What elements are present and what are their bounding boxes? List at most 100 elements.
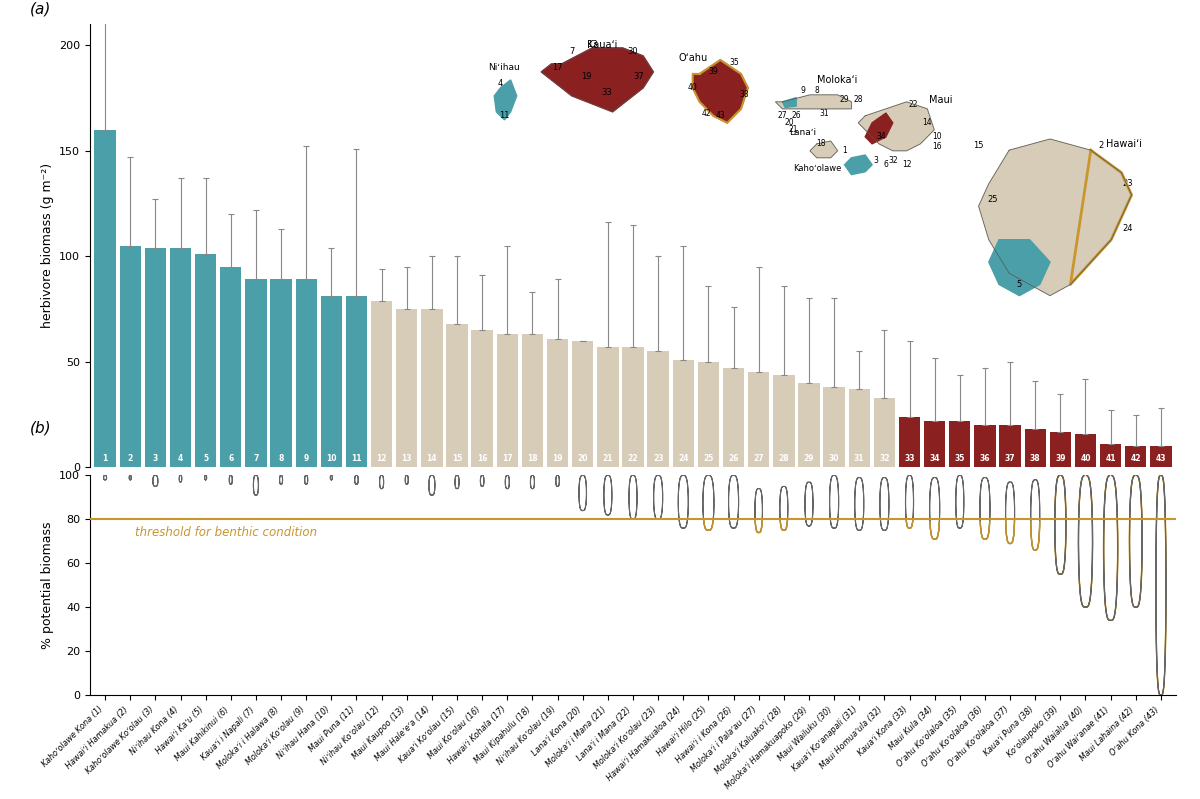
Polygon shape	[280, 475, 282, 484]
Text: Lanaʻi: Lanaʻi	[790, 128, 817, 137]
Text: Molokaʻi: Molokaʻi	[817, 75, 858, 85]
Polygon shape	[955, 475, 964, 528]
Text: 32: 32	[880, 454, 889, 463]
Text: 27: 27	[778, 111, 787, 121]
Polygon shape	[480, 475, 484, 487]
Polygon shape	[703, 475, 714, 531]
Polygon shape	[530, 475, 534, 488]
Bar	[672, 360, 694, 467]
Bar	[170, 248, 191, 467]
Text: Hawaiʻi: Hawaiʻi	[1106, 139, 1142, 149]
Polygon shape	[780, 520, 787, 531]
Text: 42: 42	[702, 109, 712, 117]
Bar	[472, 330, 493, 467]
Text: 15: 15	[973, 141, 984, 150]
Polygon shape	[979, 139, 1132, 296]
Bar	[623, 347, 643, 467]
Polygon shape	[930, 478, 940, 539]
Polygon shape	[1006, 520, 1014, 543]
Bar	[371, 300, 392, 467]
Text: 42: 42	[1130, 454, 1141, 463]
Polygon shape	[782, 97, 797, 107]
Polygon shape	[406, 475, 408, 484]
Text: 37: 37	[1004, 454, 1015, 463]
Text: (a): (a)	[30, 2, 52, 17]
Text: 29: 29	[840, 94, 850, 104]
Bar	[697, 362, 719, 467]
Text: 38: 38	[1030, 454, 1040, 463]
Polygon shape	[1104, 475, 1117, 620]
Bar	[924, 421, 946, 467]
Text: 22: 22	[908, 100, 918, 109]
Polygon shape	[829, 475, 839, 528]
Text: 5: 5	[203, 454, 209, 463]
Text: 4: 4	[498, 78, 503, 88]
Bar	[823, 388, 845, 467]
Polygon shape	[1031, 521, 1039, 550]
Polygon shape	[1006, 482, 1015, 543]
Text: 4: 4	[178, 454, 184, 463]
Text: 7: 7	[253, 454, 259, 463]
Text: 1: 1	[842, 146, 847, 155]
Text: 31: 31	[818, 109, 829, 117]
Polygon shape	[880, 478, 889, 531]
Text: 19: 19	[581, 72, 592, 81]
Bar	[320, 296, 342, 467]
Bar	[748, 372, 769, 467]
Bar	[245, 280, 266, 467]
Polygon shape	[703, 520, 713, 531]
Text: 7: 7	[569, 46, 575, 56]
Text: 41: 41	[1105, 454, 1116, 463]
Text: 36: 36	[979, 454, 990, 463]
Polygon shape	[989, 240, 1050, 296]
Bar	[1151, 447, 1171, 467]
Polygon shape	[775, 95, 852, 109]
Polygon shape	[728, 475, 738, 528]
Bar	[1000, 425, 1021, 467]
Bar	[874, 398, 895, 467]
Bar	[1025, 429, 1046, 467]
Text: 9: 9	[304, 454, 308, 463]
Text: 2: 2	[1098, 141, 1104, 150]
Polygon shape	[379, 475, 384, 488]
Text: 16: 16	[932, 142, 942, 151]
Text: Oʻahu: Oʻahu	[678, 53, 707, 63]
Text: 33: 33	[905, 454, 914, 463]
Bar	[421, 309, 443, 467]
Text: Kauaʻi: Kauaʻi	[587, 40, 618, 50]
Polygon shape	[1156, 475, 1166, 695]
Polygon shape	[578, 475, 587, 511]
Bar	[346, 296, 367, 467]
Text: 13: 13	[587, 40, 598, 50]
Text: 18: 18	[527, 454, 538, 463]
Text: 15: 15	[452, 454, 462, 463]
Text: 11: 11	[499, 110, 510, 120]
Polygon shape	[556, 475, 559, 487]
Bar	[722, 368, 744, 467]
Text: 19: 19	[552, 454, 563, 463]
Text: 37: 37	[634, 72, 644, 81]
Text: 34: 34	[930, 454, 940, 463]
Text: 21: 21	[788, 125, 798, 134]
Text: 32: 32	[888, 156, 898, 165]
Bar	[120, 246, 140, 467]
Text: 23: 23	[653, 454, 664, 463]
Bar	[848, 389, 870, 467]
Y-axis label: % potential biomass: % potential biomass	[41, 522, 54, 649]
Polygon shape	[629, 475, 637, 519]
Bar	[522, 334, 544, 467]
Text: 35: 35	[730, 58, 739, 67]
Text: 13: 13	[402, 454, 412, 463]
Polygon shape	[205, 475, 206, 479]
Bar	[1075, 434, 1096, 467]
Text: 12: 12	[377, 454, 386, 463]
Polygon shape	[906, 475, 913, 528]
Text: 30: 30	[829, 454, 839, 463]
Bar	[270, 280, 292, 467]
Text: 26: 26	[791, 111, 802, 121]
Polygon shape	[810, 141, 838, 158]
Polygon shape	[692, 60, 748, 123]
Polygon shape	[305, 475, 307, 484]
Text: 8: 8	[278, 454, 283, 463]
Polygon shape	[930, 521, 940, 539]
